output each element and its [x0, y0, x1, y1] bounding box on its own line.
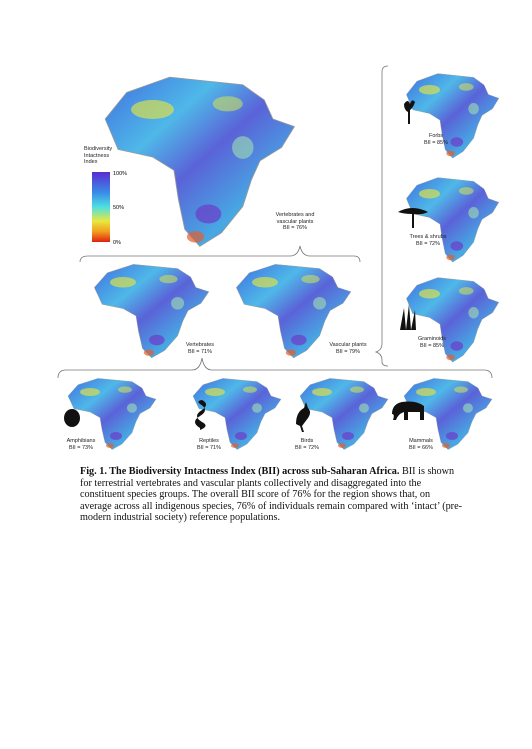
panel-label: Forbs BII = 85% [406, 133, 466, 146]
map [405, 277, 500, 363]
legend-tick: 50% [113, 205, 124, 211]
reptile-icon [195, 400, 206, 430]
brackets [57, 65, 493, 379]
panel-name: Mammals [409, 438, 433, 444]
panel-label: Reptiles BII = 71% [184, 438, 234, 451]
panel-bii: BII = 66% [408, 444, 433, 451]
mammal-icon [392, 401, 424, 420]
bird-icon [296, 402, 310, 432]
panel-bii: BII = 85% [419, 342, 444, 349]
panel-label: Vascular plants BII = 79% [318, 342, 378, 355]
legend-color-bar [92, 172, 110, 242]
panel-label: Graminoids BII = 85% [402, 336, 462, 349]
caption-text: BII is shown for terrestrial vertebrates… [80, 466, 462, 524]
panel-bii: BII = 72% [294, 444, 319, 451]
panel-name: Vertebrates and vascular plants [275, 212, 315, 225]
panel-name: Reptiles [199, 438, 219, 444]
amphibian-icon [64, 409, 80, 427]
panel-bii: BII = 73% [68, 444, 93, 451]
panel-bii: BII = 72% [415, 240, 440, 247]
panel-bii: BII = 85% [423, 139, 448, 146]
panel-bii: BII = 71% [196, 444, 221, 451]
panel-name: Graminoids [417, 336, 447, 342]
panel-label: Trees & shrubs BII = 72% [398, 234, 458, 247]
forb-icon [404, 100, 415, 124]
panel-bii: BII = 79% [335, 348, 360, 355]
silhouettes [64, 100, 428, 432]
panel-label: Vertebrates BII = 71% [170, 342, 230, 355]
legend-tick: 100% [113, 171, 127, 177]
panel-name: Vertebrates [185, 342, 215, 348]
tree-icon [398, 208, 428, 228]
panel-label: Amphibians BII = 73% [56, 438, 106, 451]
panel-bii: BII = 71% [187, 348, 212, 355]
panel-name: Birds [300, 438, 314, 444]
panel-bii: BII = 76% [282, 225, 307, 231]
bracket [374, 65, 389, 367]
caption-title: Fig. 1. The Biodiversity Intactness Inde… [80, 466, 400, 477]
panel-label: Mammals BII = 66% [396, 438, 446, 451]
panel-name: Vascular plants [329, 342, 367, 348]
grass-icon [400, 304, 416, 330]
caption: Fig. 1. The Biodiversity Intactness Inde… [80, 466, 464, 524]
legend-tick: 0% [113, 240, 121, 246]
legend-title: Biodiversity Intactness Index [84, 146, 113, 165]
panel-label: Birds BII = 72% [282, 438, 332, 451]
maps [67, 73, 500, 451]
map [405, 177, 500, 263]
panel-label: Vertebrates and vascular plants BII = 76% [260, 212, 330, 232]
panel-name: Forbs [428, 133, 444, 139]
bracket [57, 357, 493, 379]
panel-name: Amphibians [66, 438, 96, 444]
bracket [79, 245, 361, 263]
panel-name: Trees & shrubs [409, 234, 447, 240]
